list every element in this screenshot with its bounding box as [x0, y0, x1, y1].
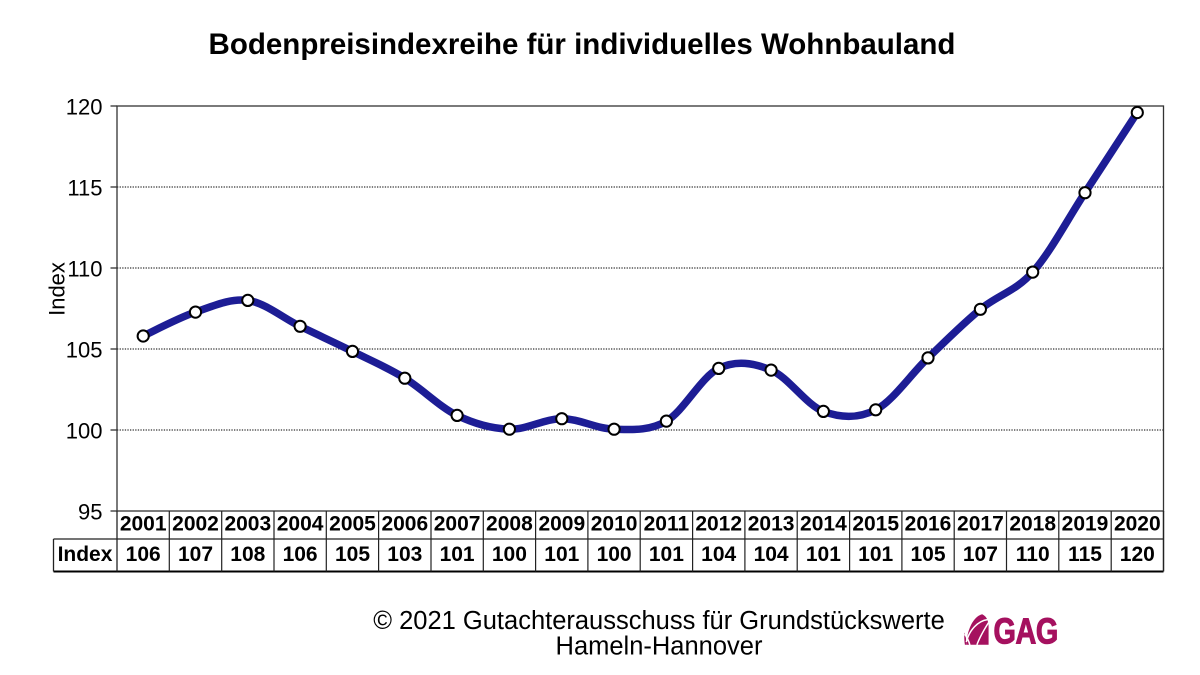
svg-text:104: 104 [701, 543, 736, 566]
svg-text:110: 110 [67, 257, 102, 282]
svg-text:107: 107 [963, 543, 998, 566]
svg-text:2016: 2016 [905, 513, 952, 536]
svg-text:GAG: GAG [994, 610, 1058, 651]
svg-text:Index: Index [45, 262, 70, 316]
svg-text:2001: 2001 [120, 513, 167, 536]
svg-text:120: 120 [66, 95, 103, 120]
svg-text:Bodenpreisindexreihe für indiv: Bodenpreisindexreihe für individuelles W… [209, 28, 956, 61]
svg-text:2003: 2003 [224, 513, 271, 536]
svg-text:2020: 2020 [1114, 513, 1161, 536]
svg-text:2005: 2005 [329, 513, 376, 536]
svg-text:Index: Index [58, 543, 113, 566]
svg-text:106: 106 [283, 543, 318, 566]
svg-text:120: 120 [1120, 543, 1155, 566]
svg-text:101: 101 [858, 543, 893, 566]
svg-text:115: 115 [1068, 543, 1102, 566]
svg-text:103: 103 [387, 543, 422, 566]
svg-text:2002: 2002 [172, 513, 219, 536]
svg-text:2012: 2012 [695, 513, 742, 536]
svg-text:104: 104 [754, 543, 789, 566]
svg-text:2010: 2010 [591, 513, 638, 536]
svg-text:100: 100 [597, 543, 632, 566]
svg-text:2015: 2015 [852, 513, 899, 536]
svg-text:101: 101 [440, 543, 475, 566]
svg-text:2013: 2013 [748, 513, 795, 536]
svg-text:105: 105 [335, 543, 370, 566]
svg-text:106: 106 [126, 543, 161, 566]
svg-text:95: 95 [78, 500, 102, 525]
svg-text:2007: 2007 [434, 513, 481, 536]
svg-text:108: 108 [230, 543, 265, 566]
svg-text:101: 101 [806, 543, 841, 566]
svg-text:105: 105 [910, 543, 945, 566]
svg-text:2014: 2014 [800, 513, 847, 536]
svg-text:© 2021 Gutachterausschuss für: © 2021 Gutachterausschuss für Grundstück… [373, 607, 945, 635]
svg-text:2018: 2018 [1009, 513, 1056, 536]
svg-text:2004: 2004 [277, 513, 324, 536]
svg-text:100: 100 [66, 419, 103, 444]
svg-text:110: 110 [1016, 543, 1050, 566]
svg-text:101: 101 [544, 543, 579, 566]
svg-text:100: 100 [492, 543, 527, 566]
svg-text:2006: 2006 [381, 513, 428, 536]
svg-text:Hameln-Hannover: Hameln-Hannover [556, 633, 763, 661]
svg-text:115: 115 [67, 176, 102, 201]
svg-text:2009: 2009 [538, 513, 585, 536]
svg-text:107: 107 [178, 543, 213, 566]
svg-text:101: 101 [649, 543, 684, 566]
svg-text:2019: 2019 [1062, 513, 1109, 536]
svg-text:2011: 2011 [644, 513, 690, 536]
svg-text:2008: 2008 [486, 513, 533, 536]
svg-text:2017: 2017 [957, 513, 1004, 536]
svg-text:105: 105 [66, 338, 103, 363]
